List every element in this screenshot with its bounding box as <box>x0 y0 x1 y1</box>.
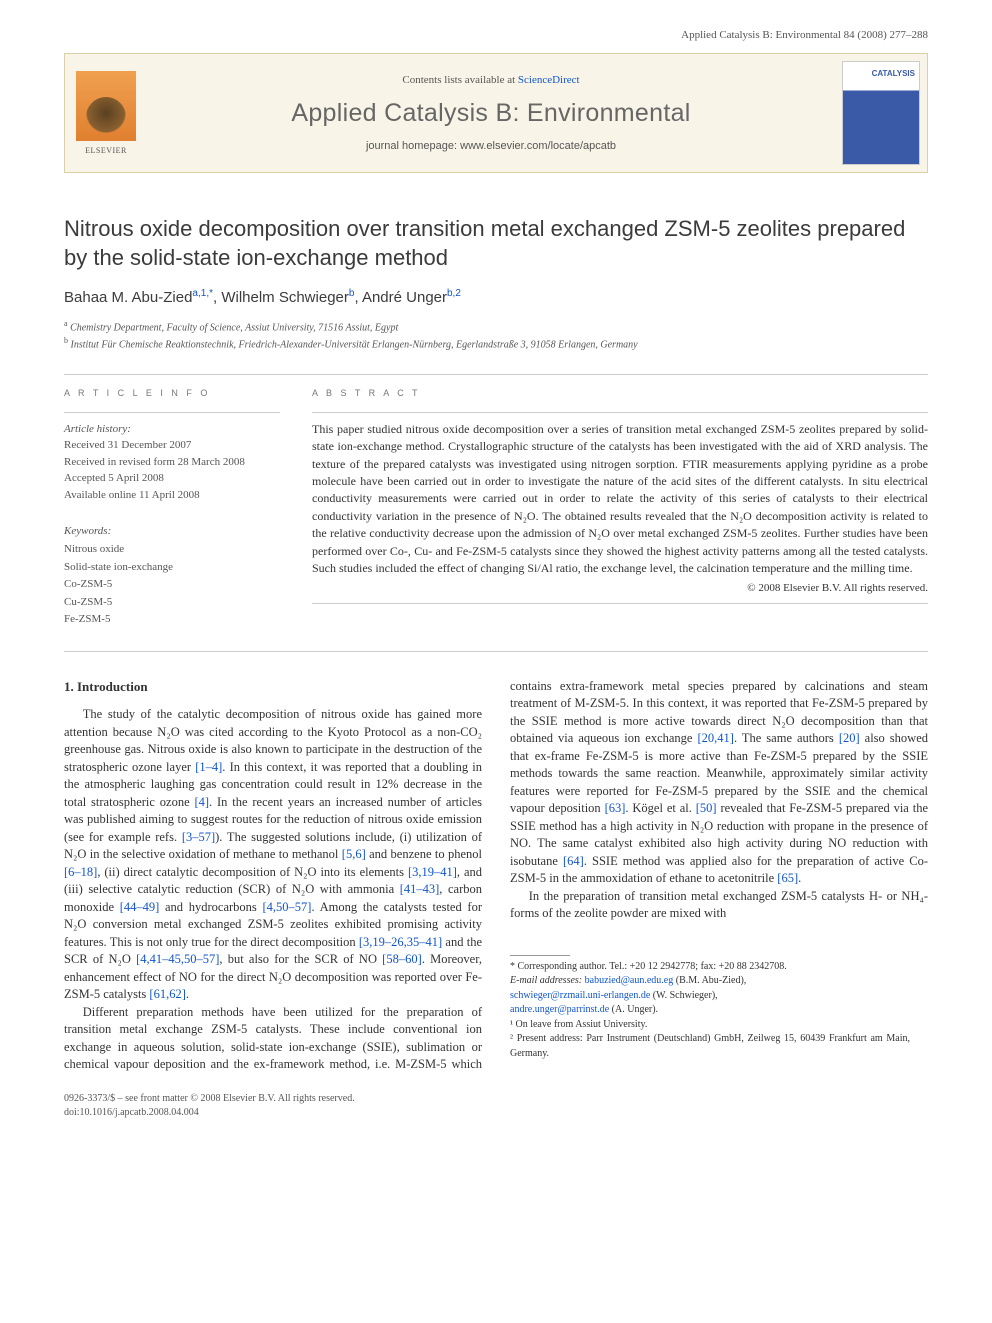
ref-4[interactable]: [4] <box>194 795 209 809</box>
journal-homepage-line: journal homepage: www.elsevier.com/locat… <box>366 139 616 154</box>
history-online: Available online 11 April 2008 <box>64 487 280 504</box>
citation-text: Applied Catalysis B: Environmental 84 (2… <box>681 29 928 41</box>
contents-prefix: Contents lists available at <box>402 74 517 86</box>
front-matter-line: 0926-3373/$ – see front matter © 2008 El… <box>64 1092 928 1106</box>
running-head: Applied Catalysis B: Environmental 84 (2… <box>64 28 928 43</box>
article-info-column: A R T I C L E I N F O Article history: R… <box>64 387 280 629</box>
banner-center: Contents lists available at ScienceDirec… <box>147 54 835 172</box>
page-footer: 0926-3373/$ – see front matter © 2008 El… <box>64 1092 928 1120</box>
article-title: Nitrous oxide decomposition over transit… <box>64 215 928 272</box>
ref-61-62[interactable]: [61,62] <box>149 987 185 1001</box>
divider <box>64 374 928 375</box>
body-text: 1. Introduction The study of the catalyt… <box>64 678 928 1074</box>
cover-thumb-slot <box>835 54 927 172</box>
ref-41-43[interactable]: [41–43] <box>400 882 440 896</box>
para-1: The study of the catalytic decomposition… <box>64 706 482 1004</box>
email-2[interactable]: schwieger@rzmail.uni-erlangen.de <box>510 990 650 1001</box>
history-received: Received 31 December 2007 <box>64 437 280 454</box>
divider-2 <box>64 651 928 652</box>
abstract-column: A B S T R A C T This paper studied nitro… <box>312 387 928 629</box>
abstract-copyright: © 2008 Elsevier B.V. All rights reserved… <box>312 581 928 596</box>
affiliation-b: Institut Für Chemische Reaktionstechnik,… <box>71 339 638 350</box>
affiliations: a Chemistry Department, Faculty of Scien… <box>64 318 928 353</box>
author-1: Bahaa M. Abu-Zied <box>64 289 192 306</box>
publisher-logo-slot: ELSEVIER <box>65 54 147 172</box>
journal-banner: ELSEVIER Contents lists available at Sci… <box>64 53 928 173</box>
ref-3-57[interactable]: [3–57] <box>182 830 215 844</box>
para-3: In the preparation of transition metal e… <box>510 888 928 923</box>
info-abstract-row: A R T I C L E I N F O Article history: R… <box>64 387 928 629</box>
keyword-4: Fe-ZSM-5 <box>64 611 280 629</box>
email-label: E-mail addresses: <box>510 975 582 986</box>
author-3-affil: b,2 <box>447 288 461 299</box>
journal-name: Applied Catalysis B: Environmental <box>291 96 690 131</box>
section-1-heading: 1. Introduction <box>64 678 482 696</box>
keyword-0: Nitrous oxide <box>64 541 280 559</box>
article-info-heading: A R T I C L E I N F O <box>64 387 280 400</box>
keyword-2: Co-ZSM-5 <box>64 576 280 594</box>
author-list: Bahaa M. Abu-Zieda,1,*, Wilhelm Schwiege… <box>64 287 928 308</box>
author-1-affil: a,1,* <box>192 288 213 299</box>
corresponding-author: * Corresponding author. Tel.: +20 12 294… <box>510 960 910 975</box>
contents-available-line: Contents lists available at ScienceDirec… <box>402 73 579 88</box>
keywords-label: Keywords: <box>64 523 280 541</box>
history-revised: Received in revised form 28 March 2008 <box>64 454 280 471</box>
ref-5-6[interactable]: [5,6] <box>342 847 366 861</box>
journal-cover-icon <box>842 61 920 165</box>
footnote-2: ² Present address: Parr Instrument (Deut… <box>510 1032 910 1061</box>
ref-65[interactable]: [65] <box>777 871 798 885</box>
footnotes: * Corresponding author. Tel.: +20 12 294… <box>510 955 910 1062</box>
footnote-1: ¹ On leave from Assiut University. <box>510 1018 910 1033</box>
email-1[interactable]: babuzied@aun.edu.eg <box>585 975 674 986</box>
ref-50[interactable]: [50] <box>696 801 717 815</box>
keyword-1: Solid-state ion-exchange <box>64 559 280 577</box>
email-3-who: (A. Unger). <box>609 1004 658 1015</box>
keywords-block: Keywords: Nitrous oxide Solid-state ion-… <box>64 523 280 629</box>
ref-20-41[interactable]: [20,41] <box>698 731 734 745</box>
email-2-who: (W. Schwieger), <box>650 990 717 1001</box>
author-2: , Wilhelm Schwieger <box>213 289 349 306</box>
history-accepted: Accepted 5 April 2008 <box>64 470 280 487</box>
abstract-text: This paper studied nitrous oxide decompo… <box>312 421 928 578</box>
elsevier-label: ELSEVIER <box>76 145 136 156</box>
ref-6-18[interactable]: [6–18] <box>64 865 97 879</box>
homepage-prefix: journal homepage: <box>366 140 460 152</box>
email-3[interactable]: andre.unger@parrinst.de <box>510 1004 609 1015</box>
ref-1-4[interactable]: [1–4] <box>195 760 222 774</box>
sciencedirect-link[interactable]: ScienceDirect <box>518 74 580 86</box>
keyword-3: Cu-ZSM-5 <box>64 594 280 612</box>
author-3: , André Unger <box>354 289 447 306</box>
ref-4-41-45-50-57[interactable]: [4,41–45,50–57] <box>136 952 219 966</box>
ref-3-19-41[interactable]: [3,19–41] <box>408 865 457 879</box>
email-1-who: (B.M. Abu-Zied), <box>673 975 746 986</box>
ref-20[interactable]: [20] <box>839 731 860 745</box>
elsevier-logo: ELSEVIER <box>76 71 136 156</box>
history-label: Article history: <box>64 421 280 438</box>
doi-line: doi:10.1016/j.apcatb.2008.04.004 <box>64 1106 928 1120</box>
affiliation-a: Chemistry Department, Faculty of Science… <box>70 322 398 333</box>
ref-44-49[interactable]: [44–49] <box>120 900 160 914</box>
ref-64[interactable]: [64] <box>563 854 584 868</box>
abstract-heading: A B S T R A C T <box>312 387 928 400</box>
ref-58-60[interactable]: [58–60] <box>382 952 422 966</box>
ref-3-19-26-35-41[interactable]: [3,19–26,35–41] <box>359 935 442 949</box>
homepage-url: www.elsevier.com/locate/apcatb <box>460 140 616 152</box>
ref-4-50-57[interactable]: [4,50–57] <box>263 900 312 914</box>
ref-63[interactable]: [63] <box>605 801 626 815</box>
